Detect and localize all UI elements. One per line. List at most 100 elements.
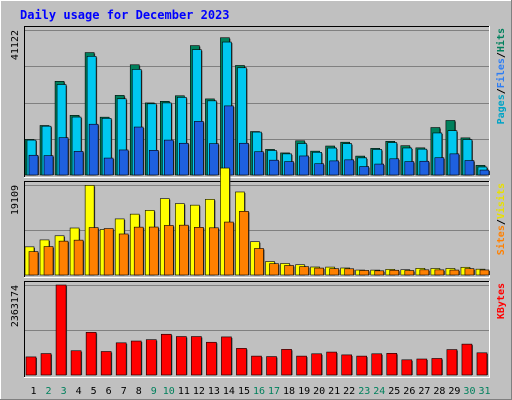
x-tick-label-5: 5	[91, 386, 97, 397]
x-tick-label-17: 17	[268, 386, 280, 397]
bar-pages-day-14	[224, 105, 234, 176]
bar-kbytes-day-24	[371, 353, 383, 376]
x-tick-label-6: 6	[106, 386, 112, 397]
panel-kbytes: 2363174 KBytes	[10, 281, 507, 378]
bar-kbytes-day-25	[386, 353, 398, 376]
bar-sites-day-15	[239, 211, 249, 276]
legend-entry: Files	[495, 58, 507, 88]
x-tick-label-31: 31	[478, 386, 490, 397]
bar-sites-day-11	[179, 224, 189, 276]
x-tick-label-18: 18	[283, 386, 295, 397]
x-tick-label-24: 24	[373, 386, 385, 397]
max-value-label: 41122	[10, 30, 21, 60]
bar-pages-day-18	[284, 161, 294, 176]
bar-kbytes-day-20	[311, 353, 322, 376]
bar-pages-day-31	[479, 169, 490, 176]
bar-kbytes-day-30	[461, 343, 473, 376]
legend-entry: Hits	[495, 28, 507, 52]
bar-kbytes-day-18	[281, 349, 292, 376]
bar-kbytes-day-21	[326, 351, 337, 376]
x-tick-label-28: 28	[433, 386, 445, 397]
x-tick-label-12: 12	[193, 386, 205, 397]
bar-kbytes-day-2	[40, 353, 52, 376]
bar-pages-day-6	[103, 157, 114, 176]
bar-pages-day-2	[43, 155, 54, 176]
x-tick-label-9: 9	[151, 386, 157, 397]
bar-kbytes-day-29	[446, 349, 458, 376]
bar-sites-day-3	[58, 240, 69, 276]
bar-sites-day-13	[209, 227, 219, 276]
bar-sites-day-16	[254, 248, 264, 276]
bar-kbytes-day-5	[85, 332, 97, 376]
bar-kbytes-day-28	[431, 358, 443, 376]
x-tick-label-29: 29	[448, 386, 460, 397]
max-value-label: 2363174	[10, 285, 21, 327]
x-tick-label-23: 23	[358, 386, 370, 397]
bar-pages-day-4	[73, 151, 84, 176]
bar-pages-day-25	[389, 158, 400, 176]
bar-pages-day-16	[254, 151, 264, 176]
x-tick-label-11: 11	[178, 386, 190, 397]
x-tick-label-15: 15	[238, 386, 250, 397]
x-tick-label-16: 16	[253, 386, 265, 397]
bar-kbytes-day-11	[176, 336, 187, 376]
legend-separator: /	[496, 219, 507, 225]
bar-kbytes-day-9	[145, 339, 157, 376]
legend-separator: /	[496, 88, 507, 94]
bar-sites-day-7	[118, 233, 129, 276]
bar-kbytes-day-22	[341, 354, 352, 376]
legend-entry: Sites	[495, 225, 507, 255]
bar-pages-day-27	[419, 160, 430, 176]
x-tick-label-30: 30	[463, 386, 475, 397]
bar-kbytes-day-23	[356, 355, 368, 376]
bar-kbytes-day-13	[206, 341, 217, 376]
bar-pages-day-24	[374, 163, 385, 176]
bar-sites-day-6	[103, 228, 114, 276]
x-tick-label-1: 1	[31, 386, 37, 397]
x-tick-label-7: 7	[121, 386, 127, 397]
x-tick-label-2: 2	[46, 386, 52, 397]
bar-pages-day-19	[299, 155, 309, 176]
bar-pages-day-7	[118, 149, 129, 176]
bar-kbytes-day-3	[55, 284, 67, 376]
bar-sites-day-2	[43, 246, 54, 276]
legend-hits: Pages/Files/Hits	[495, 28, 507, 124]
bar-pages-day-17	[269, 159, 279, 176]
bar-pages-day-28	[434, 157, 445, 176]
x-tick-label-4: 4	[76, 386, 82, 397]
bar-pages-day-15	[239, 142, 249, 176]
bar-pages-day-22	[344, 159, 354, 176]
x-tick-label-19: 19	[298, 386, 310, 397]
bar-kbytes-day-12	[191, 336, 202, 376]
bar-pages-day-12	[194, 121, 204, 176]
x-tick-label-21: 21	[328, 386, 340, 397]
x-tick-label-26: 26	[403, 386, 415, 397]
bar-sites-day-31	[479, 269, 490, 276]
bar-sites-day-12	[194, 227, 204, 276]
bar-kbytes-day-16	[251, 355, 262, 376]
bar-kbytes-day-15	[236, 348, 247, 376]
bar-sites-day-23	[359, 270, 370, 276]
legend-visits: Sites/Visits	[495, 183, 507, 255]
bar-kbytes-day-7	[115, 342, 127, 376]
bar-pages-day-29	[449, 153, 460, 176]
bar-pages-day-13	[209, 143, 219, 176]
bar-pages-day-26	[404, 161, 415, 176]
bar-sites-day-29	[449, 269, 460, 276]
bar-sites-day-21	[329, 268, 339, 276]
bar-sites-day-19	[299, 266, 309, 276]
x-tick-label-25: 25	[388, 386, 400, 397]
bar-sites-day-10	[163, 225, 174, 276]
bar-sites-day-4	[73, 239, 84, 276]
bar-pages-day-1	[28, 154, 39, 176]
bar-pages-day-8	[133, 126, 144, 176]
bar-pages-day-30	[464, 160, 475, 176]
bar-kbytes-day-1	[25, 356, 37, 376]
legend-entry: Pages	[496, 94, 507, 124]
bar-sites-day-18	[284, 265, 294, 276]
bar-sites-day-24	[374, 270, 385, 276]
bar-sites-day-9	[148, 226, 159, 276]
x-tick-label-14: 14	[223, 386, 235, 397]
bar-sites-day-30	[464, 268, 475, 276]
